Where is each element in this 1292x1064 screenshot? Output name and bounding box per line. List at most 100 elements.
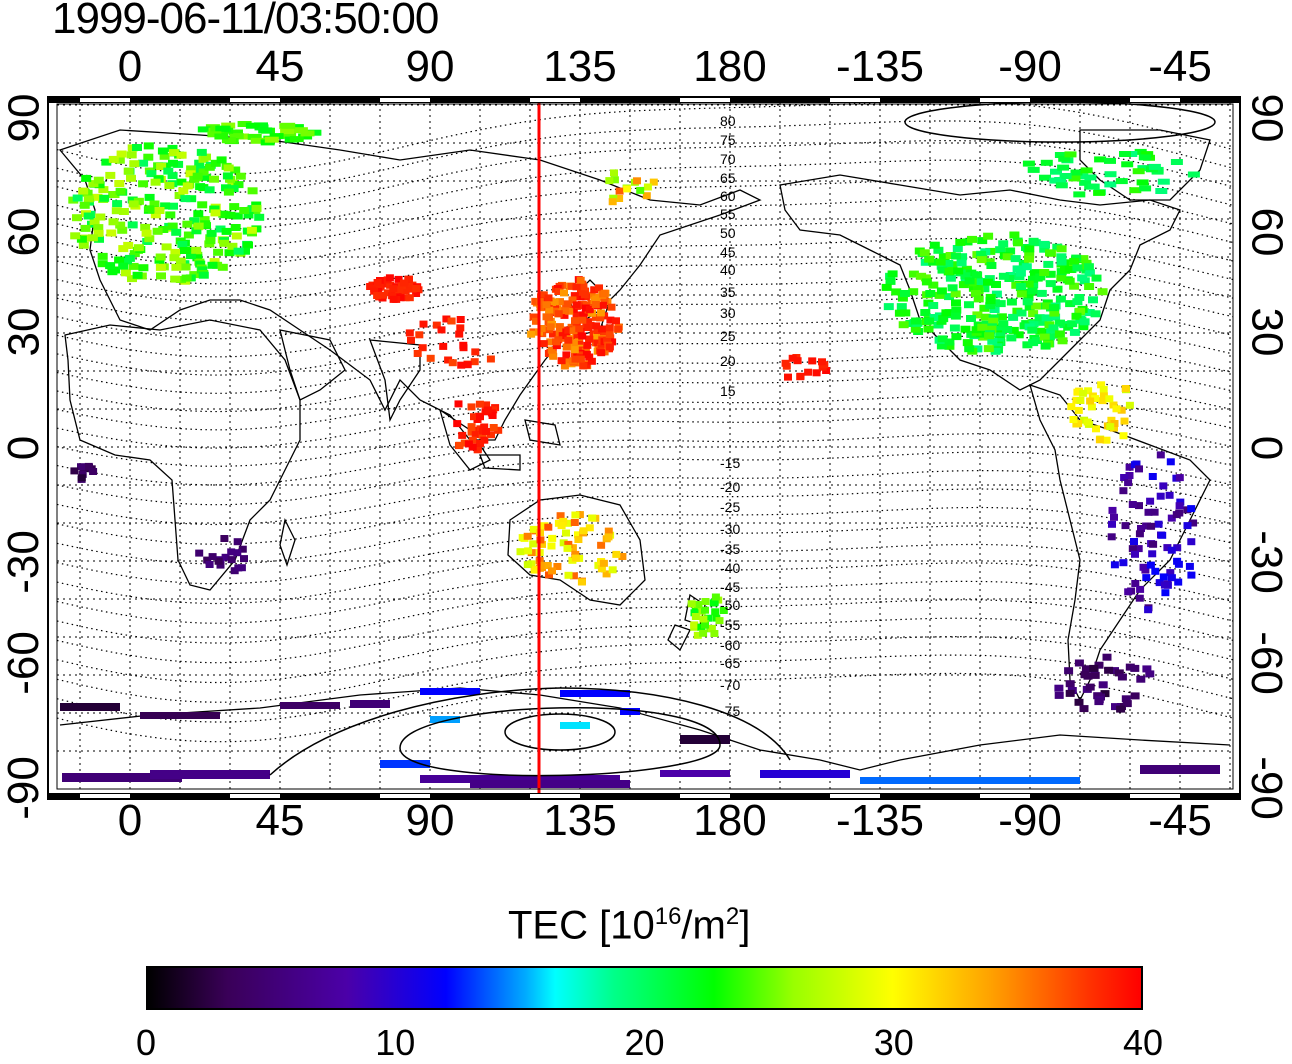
tec-point bbox=[174, 192, 185, 199]
tec-point bbox=[233, 549, 242, 557]
tec-point bbox=[1166, 458, 1175, 466]
tec-point bbox=[105, 171, 116, 179]
frame-tick-top bbox=[980, 98, 1030, 102]
tec-point bbox=[401, 294, 410, 302]
tec-point bbox=[1173, 544, 1182, 552]
tec-point bbox=[1080, 671, 1090, 679]
tec-point bbox=[167, 144, 178, 152]
tec-point bbox=[177, 240, 188, 248]
contour-label-south: -40 bbox=[720, 560, 740, 576]
tec-point bbox=[928, 302, 939, 309]
tec-point bbox=[175, 257, 186, 265]
tec-point bbox=[600, 296, 609, 304]
tec-point bbox=[552, 342, 561, 350]
tec-point bbox=[1104, 181, 1117, 188]
tec-point bbox=[1070, 169, 1083, 176]
tec-point bbox=[1043, 260, 1054, 268]
tec-point bbox=[468, 443, 477, 451]
contour-label-south: -45 bbox=[720, 579, 740, 595]
tec-point bbox=[1036, 289, 1047, 297]
colorbar-tick-4: 40 bbox=[1122, 1022, 1164, 1063]
tec-point bbox=[489, 424, 498, 431]
tec-point bbox=[919, 249, 930, 257]
tec-point bbox=[575, 340, 584, 348]
tec-point bbox=[77, 474, 86, 482]
tec-point bbox=[223, 164, 234, 172]
tec-point bbox=[1055, 319, 1065, 327]
tec-point bbox=[198, 168, 209, 176]
tec-point bbox=[1150, 508, 1159, 516]
tec-band bbox=[680, 735, 730, 744]
tec-point bbox=[595, 284, 603, 292]
tec-point bbox=[1024, 251, 1035, 259]
tec-point bbox=[1078, 255, 1089, 263]
tec-point bbox=[1084, 283, 1095, 290]
tec-point bbox=[1040, 159, 1053, 166]
tec-point bbox=[1141, 151, 1154, 158]
tec-point bbox=[1119, 432, 1128, 440]
tec-point bbox=[1083, 418, 1092, 426]
tec-point bbox=[1145, 670, 1155, 678]
tec-point bbox=[615, 195, 624, 202]
tec-point bbox=[1135, 465, 1143, 473]
tec-band bbox=[860, 777, 1080, 784]
tec-point bbox=[1059, 173, 1072, 179]
tec-point bbox=[192, 172, 203, 180]
tec-point bbox=[232, 212, 243, 220]
tec-point bbox=[707, 624, 716, 632]
tec-point bbox=[186, 165, 197, 173]
tec-point bbox=[573, 332, 582, 340]
tec-point bbox=[549, 330, 557, 338]
tec-point bbox=[945, 252, 956, 259]
tec-point bbox=[457, 361, 466, 369]
tec-point bbox=[470, 358, 479, 366]
tec-point bbox=[453, 420, 462, 428]
tec-point bbox=[480, 436, 489, 444]
tec-point bbox=[1037, 318, 1048, 326]
tec-point bbox=[571, 355, 580, 363]
tec-point bbox=[375, 283, 384, 291]
tec-point bbox=[1067, 403, 1076, 411]
tec-point bbox=[550, 298, 559, 306]
tec-point bbox=[114, 180, 125, 187]
tec-band bbox=[660, 770, 730, 777]
tec-point bbox=[87, 234, 98, 242]
tec-point bbox=[1155, 579, 1164, 587]
tec-point bbox=[710, 630, 719, 637]
tec-point bbox=[247, 187, 258, 195]
tec-point bbox=[995, 332, 1006, 340]
tec-point bbox=[1093, 692, 1103, 700]
tec-point bbox=[642, 192, 651, 200]
tec-point bbox=[405, 284, 414, 292]
tec-point bbox=[944, 338, 955, 346]
tec-point bbox=[1071, 312, 1082, 320]
tec-point bbox=[1084, 174, 1097, 181]
tec-point bbox=[1094, 156, 1107, 163]
tec-point bbox=[230, 224, 241, 231]
tec-point bbox=[182, 182, 193, 190]
tec-point bbox=[1144, 508, 1153, 516]
tec-point bbox=[1120, 417, 1129, 425]
maglat-contour bbox=[56, 120, 1234, 194]
maglat-contour bbox=[56, 100, 1234, 176]
lon-top-tick-2: 90 bbox=[405, 42, 455, 91]
tec-point bbox=[571, 554, 580, 562]
tec-point bbox=[209, 205, 220, 213]
tec-point bbox=[1057, 164, 1070, 171]
tec-point bbox=[1147, 522, 1156, 530]
tec-point bbox=[591, 313, 600, 321]
tec-point bbox=[563, 300, 572, 308]
tec-point bbox=[531, 297, 540, 305]
tec-point bbox=[185, 170, 196, 178]
tec-point bbox=[1009, 231, 1020, 239]
tec-point bbox=[887, 270, 898, 278]
tec-band bbox=[60, 703, 120, 711]
tec-point bbox=[812, 369, 821, 377]
tec-point bbox=[793, 357, 802, 365]
tec-point bbox=[1165, 491, 1174, 499]
lat-left-tick-5: -60 bbox=[0, 631, 48, 695]
tec-point bbox=[563, 357, 572, 365]
tec-point bbox=[250, 137, 265, 144]
tec-point bbox=[141, 229, 152, 237]
tec-point bbox=[897, 294, 908, 302]
